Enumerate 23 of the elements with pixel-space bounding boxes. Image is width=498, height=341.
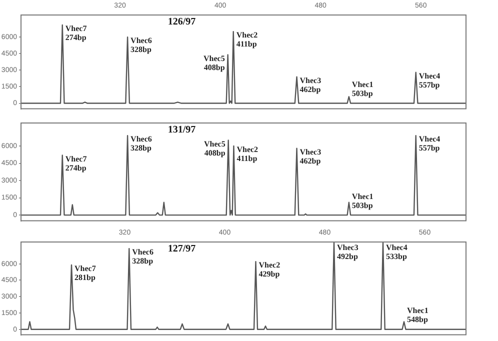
annotation: Vhec5 408bp [204, 54, 226, 72]
annotation: Vhec3 462bp [300, 76, 322, 94]
chart-title: 126/97 [168, 16, 196, 28]
annotation: Vhec4 533bp [386, 243, 408, 262]
annotation: Vhec7 274bp [65, 24, 87, 42]
annotation: Vhec4 557bp [418, 71, 440, 90]
annotation: Vhec2 411bp [236, 30, 258, 49]
annotation: Vhec2 429bp [258, 260, 280, 279]
annotation: Vhec2 411bp [236, 145, 258, 164]
annotation: Vhec1 503bp [352, 80, 374, 98]
annotation: Vhec7 274bp [65, 154, 87, 172]
annotation: Vhec6 328bp [130, 134, 152, 153]
annotation: Vhec5 408bp [204, 139, 226, 158]
annotation: Vhec4 557bp [418, 134, 440, 153]
annotation: Vhec7 281bp [74, 264, 96, 282]
annotation: Vhec3 492bp [337, 243, 358, 262]
annotation: Vhec6 328bp [130, 36, 152, 54]
annotation: Vhec6 328bp [132, 248, 154, 266]
chart-title: 131/97 [168, 124, 196, 136]
annotation: Vhec3 462bp [300, 147, 322, 166]
chart-title: 127/97 [168, 244, 196, 255]
annotation: Vhec1 548bp [407, 306, 428, 324]
annotation: Vhec1 503bp [352, 192, 374, 210]
